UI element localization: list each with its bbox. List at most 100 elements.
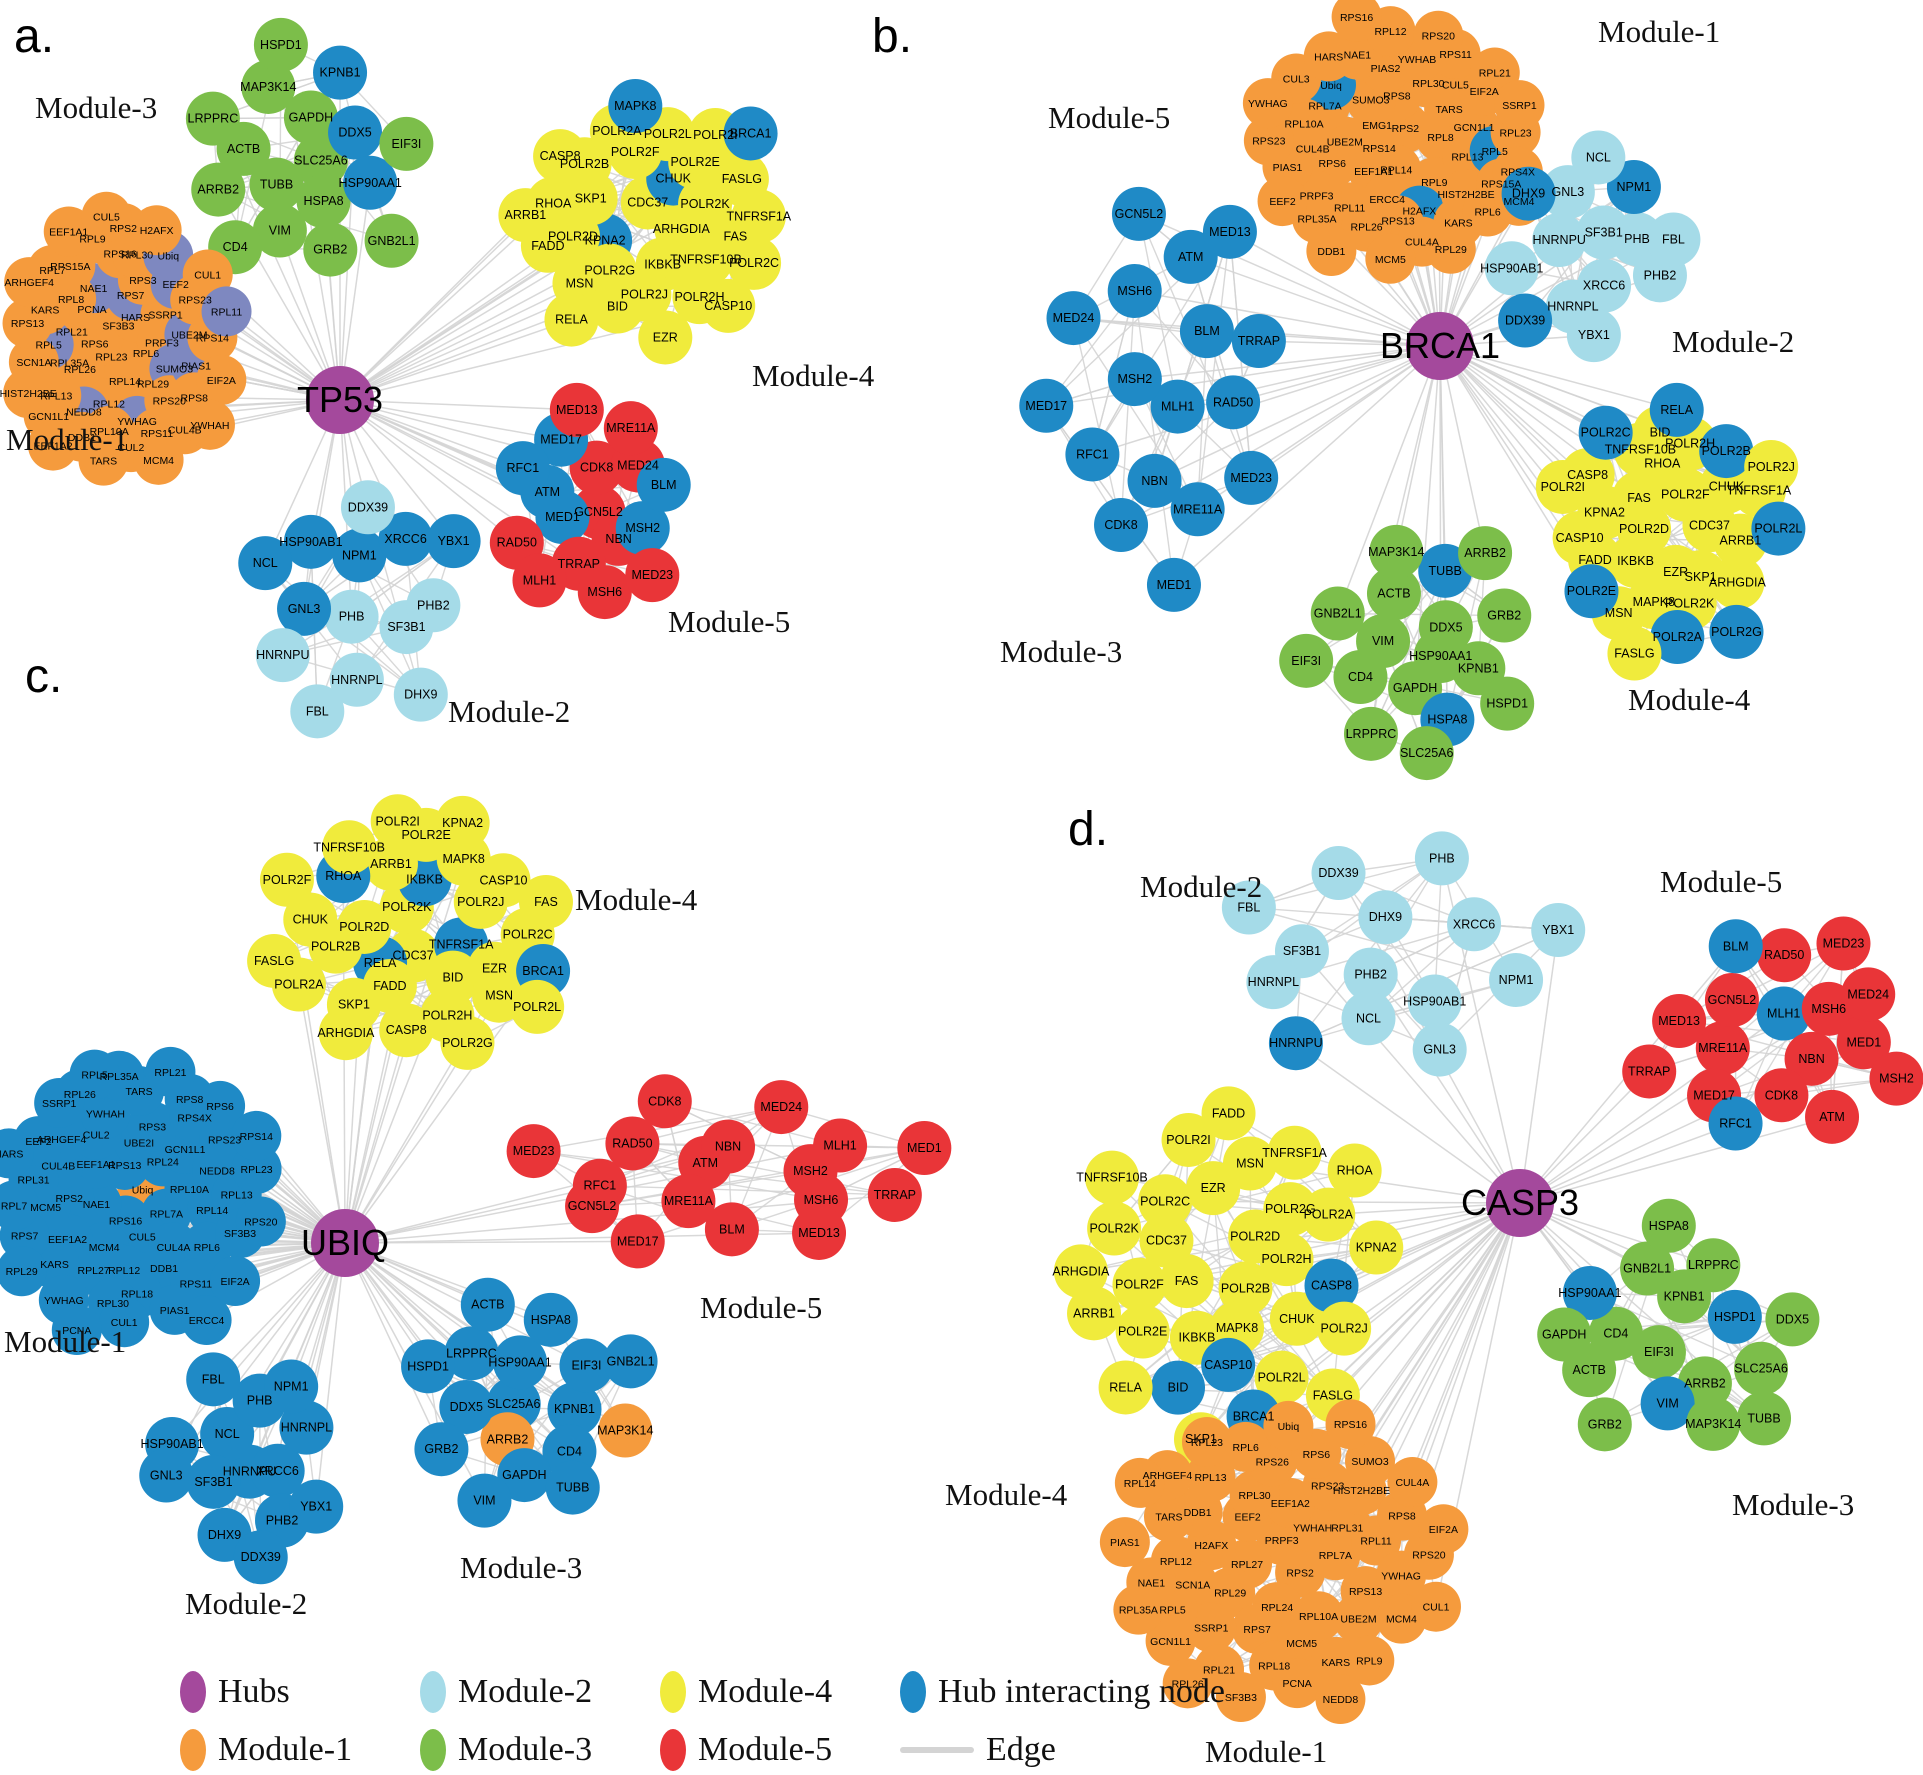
node-POLR2G[interactable] — [440, 1015, 495, 1070]
node-MED1[interactable] — [1836, 1015, 1891, 1070]
node-TNFRSF1A[interactable] — [1267, 1125, 1322, 1180]
node-LRPPRC[interactable] — [444, 1326, 499, 1381]
node-DDX39[interactable] — [233, 1530, 288, 1585]
node-BID[interactable] — [590, 279, 645, 334]
node-EIF2A[interactable] — [196, 354, 247, 405]
node-TNFRSF10B[interactable] — [1084, 1150, 1139, 1205]
node-HSP90AA1[interactable] — [1562, 1265, 1617, 1320]
node-RPL23[interactable] — [1181, 1416, 1232, 1467]
node-GAPDH[interactable] — [497, 1448, 552, 1503]
node-SF3B3[interactable] — [1215, 1671, 1266, 1722]
node-ARRB2[interactable] — [1458, 526, 1513, 581]
node-SLC25A6[interactable] — [1734, 1341, 1789, 1396]
node-RPS23[interactable] — [1243, 115, 1294, 166]
node-HSPA8[interactable] — [296, 174, 351, 229]
node-MED24[interactable] — [1841, 967, 1896, 1022]
node-LRPPRC[interactable] — [185, 91, 240, 146]
node-GNL3[interactable] — [1412, 1022, 1467, 1077]
node-TRRAP[interactable] — [1231, 314, 1286, 369]
node-MED23[interactable] — [1816, 916, 1871, 971]
node-MED13[interactable] — [1652, 994, 1707, 1049]
node-SF3B1[interactable] — [186, 1454, 241, 1509]
node-RFC1[interactable] — [1708, 1096, 1763, 1151]
node-EEF1A1[interactable] — [43, 206, 94, 257]
node-GNL3[interactable] — [1540, 165, 1595, 220]
node-TNFRSF1A[interactable] — [731, 189, 786, 244]
node-GNB2L1[interactable] — [1620, 1241, 1675, 1296]
node-POLR2H[interactable] — [1259, 1232, 1314, 1287]
node-SSRP1[interactable] — [1186, 1602, 1237, 1653]
node-FBL[interactable] — [290, 684, 345, 739]
node-RPS16[interactable] — [1331, 0, 1382, 42]
node-NCL[interactable] — [200, 1407, 255, 1462]
node-RPL21[interactable] — [145, 1046, 196, 1097]
node-GNL3[interactable] — [277, 581, 332, 636]
node-CHUK[interactable] — [283, 892, 338, 947]
node-RPL7[interactable] — [0, 1180, 40, 1231]
node-CUL1[interactable] — [1410, 1581, 1461, 1632]
node-YBX1[interactable] — [289, 1479, 344, 1534]
node-BLM[interactable] — [1708, 919, 1763, 974]
node-MLH1[interactable] — [512, 553, 567, 608]
node-POLR2C[interactable] — [1578, 405, 1633, 460]
node-MRE11A[interactable] — [1695, 1021, 1750, 1076]
node-POLR2L[interactable] — [1254, 1350, 1309, 1405]
node-RPL29[interactable] — [1425, 223, 1476, 274]
node-HNRNPU[interactable] — [255, 628, 310, 683]
node-CDK8[interactable] — [1094, 498, 1149, 553]
node-POLR2J[interactable] — [1317, 1301, 1372, 1356]
node-TUBB[interactable] — [249, 157, 304, 212]
node-GCN1L1[interactable] — [1145, 1615, 1196, 1666]
node-CUL4A[interactable] — [1387, 1457, 1438, 1508]
hub-node-CASP3[interactable] — [1486, 1169, 1554, 1237]
node-LRPPRC[interactable] — [1686, 1238, 1741, 1293]
node-ACTB[interactable] — [460, 1277, 515, 1332]
node-NPM1[interactable] — [1606, 160, 1661, 215]
node-GRB2[interactable] — [1477, 588, 1532, 643]
node-RAD50[interactable] — [1206, 375, 1261, 430]
node-GCN5L2[interactable] — [1111, 186, 1166, 241]
node-HARS[interactable] — [1303, 31, 1354, 82]
node-CDC37[interactable] — [1139, 1213, 1194, 1268]
node-PHB2[interactable] — [1343, 947, 1398, 1002]
node-ARHGDIA[interactable] — [1053, 1244, 1108, 1299]
node-YWHAH[interactable] — [184, 399, 235, 450]
node-BRCA1[interactable] — [723, 106, 778, 161]
node-MED1[interactable] — [1146, 557, 1201, 612]
node-NBN[interactable] — [701, 1119, 756, 1174]
node-BLM[interactable] — [704, 1202, 759, 1257]
node-MLH1[interactable] — [1150, 379, 1205, 434]
node-CHUK[interactable] — [1269, 1291, 1324, 1346]
node-EEF1A2[interactable] — [28, 420, 79, 471]
node-IKBKB[interactable] — [1608, 534, 1663, 589]
node-CD4[interactable] — [1333, 650, 1388, 705]
node-HIST2H2BE[interactable] — [3, 368, 54, 419]
node-MSH6[interactable] — [577, 565, 632, 620]
node-HNRNPL[interactable] — [1246, 955, 1301, 1010]
node-YBX1[interactable] — [1531, 903, 1586, 958]
node-MAPK8[interactable] — [608, 78, 663, 133]
node-TRRAP[interactable] — [867, 1167, 922, 1222]
node-RFC1[interactable] — [1065, 427, 1120, 482]
node-GRB2[interactable] — [414, 1422, 469, 1477]
node-SSRP1[interactable] — [1494, 80, 1545, 131]
node-RPS14[interactable] — [231, 1110, 282, 1161]
node-XRCC6[interactable] — [1447, 897, 1502, 952]
node-POLR2I[interactable] — [1535, 459, 1590, 514]
node-TUBB[interactable] — [545, 1460, 600, 1515]
node-HSP90AA1[interactable] — [493, 1335, 548, 1390]
node-SSRP1[interactable] — [34, 1077, 85, 1128]
node-EIF2A[interactable] — [210, 1256, 261, 1307]
node-FASLG[interactable] — [1607, 626, 1662, 681]
node-RPS6[interactable] — [195, 1080, 246, 1131]
node-CASP10[interactable] — [476, 853, 531, 908]
node-ARHGDIA[interactable] — [1710, 555, 1765, 610]
node-POLR2G[interactable] — [1709, 604, 1764, 659]
node-UBE2M[interactable] — [1333, 1593, 1384, 1644]
node-HNRNPL[interactable] — [279, 1400, 334, 1455]
node-PHB[interactable] — [1414, 831, 1469, 886]
node-NEDD8[interactable] — [1315, 1674, 1366, 1725]
node-NCL[interactable] — [1571, 130, 1626, 185]
node-GAPDH[interactable] — [1537, 1307, 1592, 1362]
node-FBL[interactable] — [1646, 212, 1701, 267]
